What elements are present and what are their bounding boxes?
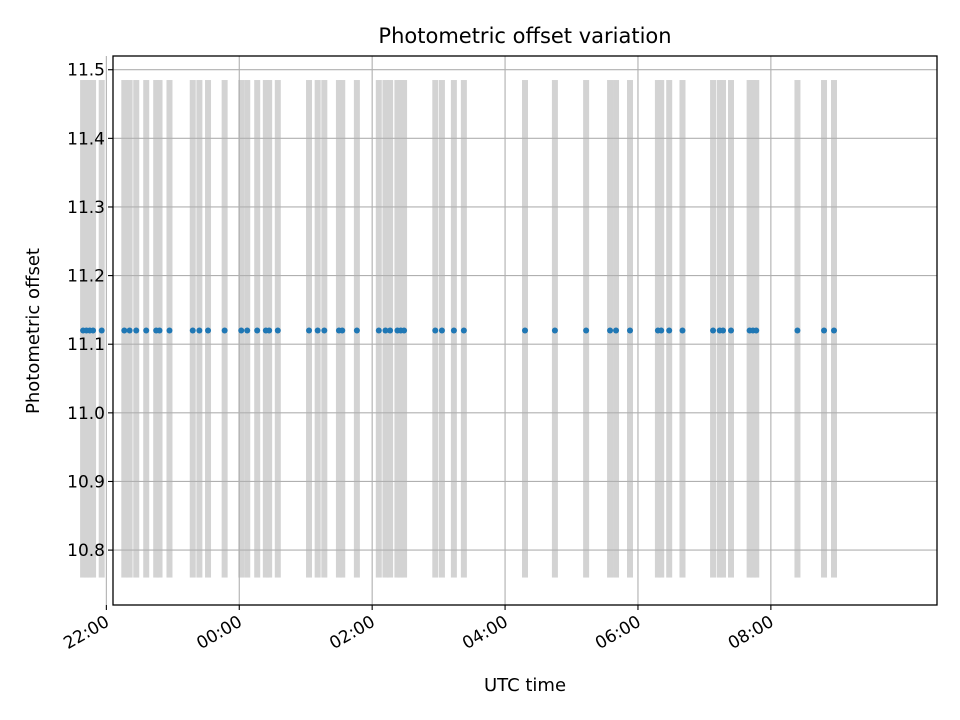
x-tick-label: 00:00 (193, 612, 245, 654)
data-point (728, 327, 734, 334)
data-point (339, 327, 346, 334)
y-tick-label: 11.3 (67, 198, 105, 218)
data-point (710, 327, 717, 334)
data-point (196, 327, 203, 334)
y-tick-label: 11.0 (67, 404, 105, 424)
data-point (133, 327, 140, 334)
data-point (266, 327, 273, 334)
data-point (666, 327, 673, 334)
data-point (753, 327, 760, 334)
data-point (121, 327, 128, 334)
data-point (205, 327, 212, 334)
x-tick-label: 22:00 (60, 612, 112, 654)
data-point (450, 327, 457, 334)
data-point (221, 327, 228, 334)
data-point (432, 327, 439, 334)
data-point (166, 327, 173, 334)
data-point (143, 327, 150, 334)
y-axis-ticks: 10.8 10.9 11.0 11.1 11.2 11.3 11.4 11.5 (67, 61, 113, 561)
y-tick-label: 11.4 (67, 129, 105, 149)
data-point (438, 327, 445, 334)
data-point (613, 327, 620, 334)
data-point (254, 327, 261, 334)
data-point (387, 327, 394, 334)
data-point (156, 327, 163, 334)
x-tick-label: 04:00 (459, 612, 511, 654)
data-point (679, 327, 686, 334)
data-point (353, 327, 360, 334)
x-tick-label: 06:00 (592, 612, 644, 654)
data-point (607, 327, 614, 334)
chart-title: Photometric offset variation (378, 24, 671, 48)
data-point (274, 327, 281, 334)
data-point (551, 327, 558, 334)
data-point (382, 327, 389, 334)
y-axis-label: Photometric offset (23, 248, 44, 414)
x-tick-label: 02:00 (326, 612, 378, 654)
data-point (522, 327, 528, 334)
plot-frame (112, 55, 938, 606)
y-tick-label: 11.1 (67, 335, 105, 355)
x-tick-label: 08:00 (725, 612, 777, 654)
data-point (460, 327, 467, 334)
data-point (626, 327, 633, 334)
data-point (831, 327, 837, 334)
data-point (321, 327, 328, 334)
y-tick-label: 10.9 (67, 472, 105, 492)
data-point (244, 327, 251, 334)
data-point (306, 327, 313, 334)
data-point (98, 327, 105, 334)
data-point (126, 327, 133, 334)
x-axis-label: UTC time (484, 675, 566, 696)
data-point (238, 327, 245, 334)
y-tick-label: 11.5 (67, 61, 105, 81)
x-axis-ticks: 22:00 00:00 02:00 04:00 06:00 08:00 (60, 605, 777, 654)
data-point (720, 327, 727, 334)
data-point (821, 327, 828, 334)
data-point (401, 327, 408, 334)
data-point (90, 327, 97, 334)
data-points (80, 327, 837, 334)
data-point (794, 327, 801, 334)
data-point (189, 327, 196, 334)
data-point (314, 327, 321, 334)
data-point (375, 327, 382, 334)
data-point (583, 327, 590, 334)
grid-lines (105, 56, 937, 605)
y-tick-label: 11.2 (67, 267, 105, 287)
data-point (658, 327, 665, 334)
y-tick-label: 10.8 (67, 541, 105, 561)
